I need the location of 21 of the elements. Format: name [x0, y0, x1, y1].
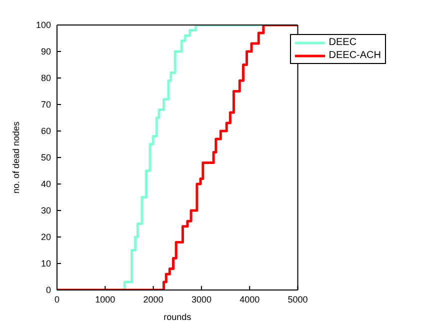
legend-label: DEEC-ACH	[328, 49, 381, 62]
y-tick-label: 100	[36, 20, 51, 30]
x-tick-label: 3000	[191, 294, 212, 304]
x-tick-label: 2000	[143, 294, 164, 304]
y-axis-title: no. of dead nodes	[11, 120, 22, 194]
y-tick-label: 90	[40, 46, 51, 57]
y-tick-label: 0	[46, 285, 51, 296]
y-tick-label: 70	[40, 100, 51, 110]
y-tick-label: 50	[40, 152, 51, 163]
x-tick-label: 5000	[288, 294, 308, 304]
x-tick-label: 1000	[95, 294, 116, 304]
y-tick-label: 30	[40, 206, 51, 216]
y-tick-label: 40	[40, 179, 51, 190]
y-tick-label: 60	[40, 126, 51, 136]
y-tick-label: 80	[40, 73, 51, 84]
x-tick-label: 0	[54, 294, 60, 304]
x-tick-label: 4000	[240, 294, 260, 304]
y-tick-label: 10	[40, 258, 51, 269]
legend-label: DEEC	[328, 36, 357, 49]
y-tick-label: 20	[40, 232, 51, 242]
x-axis-title: rounds	[164, 312, 192, 322]
